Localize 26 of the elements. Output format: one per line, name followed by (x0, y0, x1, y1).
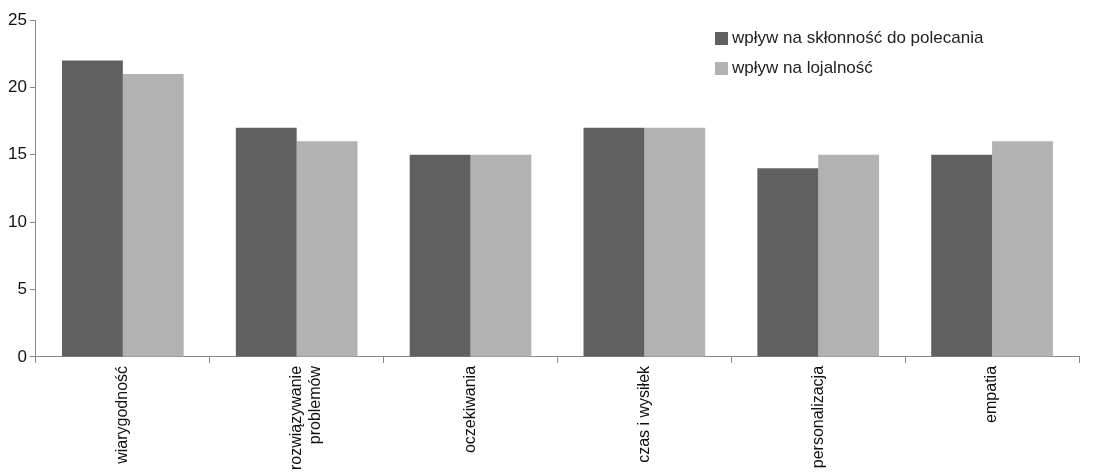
x-tick-label: empatia (982, 365, 1000, 423)
bar (122, 73, 184, 357)
bar (235, 127, 297, 357)
bar (583, 127, 645, 357)
y-tick-label: 15 (7, 144, 27, 164)
legend-label: wpływ na skłonność do polecania (732, 28, 984, 48)
y-tick-label: 20 (7, 77, 27, 97)
bar (296, 141, 358, 357)
bar (992, 141, 1053, 357)
x-tick-label: personalizacja (808, 365, 826, 469)
x-tick-label: wiarygodność (113, 365, 131, 465)
x-tick-label: czas i wysiłek (634, 364, 652, 463)
x-tick-label: oczekiwania (460, 365, 478, 454)
bar (818, 154, 880, 357)
bar (757, 168, 819, 357)
legend-label: wpływ na lojalność (732, 58, 873, 78)
bar (644, 127, 706, 357)
x-tick-label: rozwiązywanie problemów (287, 365, 324, 471)
bar (61, 60, 123, 357)
y-tick-label: 10 (7, 211, 27, 231)
bar (470, 154, 532, 357)
y-tick-label: 5 (17, 279, 27, 299)
y-tick-label: 25 (7, 9, 27, 29)
bar (931, 154, 993, 357)
bar (409, 154, 471, 357)
y-tick-label: 0 (17, 346, 27, 366)
